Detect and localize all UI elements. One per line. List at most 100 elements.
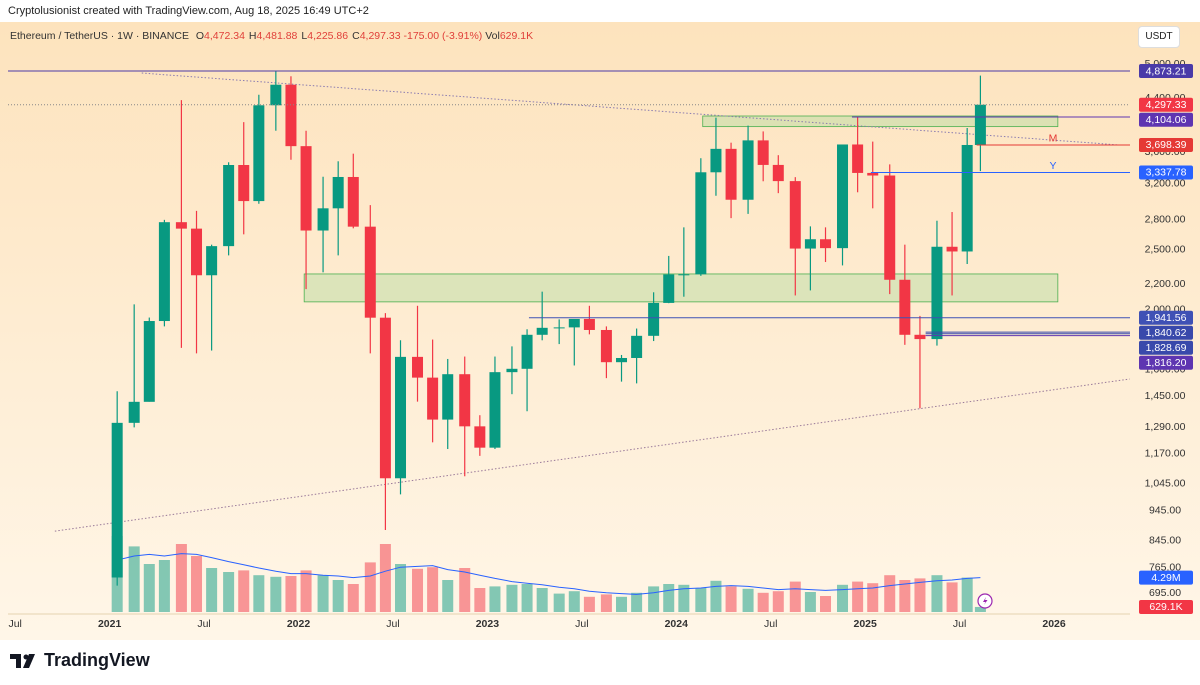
volume-bar xyxy=(931,575,943,612)
volume-bar xyxy=(128,546,140,612)
candle-body xyxy=(553,327,565,329)
plot-area: MY xyxy=(8,70,1130,612)
volume-bar xyxy=(553,593,565,612)
volume-bar xyxy=(175,544,187,612)
candle-body xyxy=(742,140,754,200)
y-tick-label: 765.00 xyxy=(1149,561,1181,573)
volume-bar xyxy=(223,572,235,612)
candle-body xyxy=(820,239,832,249)
candle-body xyxy=(253,105,265,202)
volume-bar xyxy=(238,570,250,612)
y-tick-label: 1,450.00 xyxy=(1145,390,1186,402)
candle-body xyxy=(725,148,737,200)
volume-bar xyxy=(347,584,359,612)
y-tick-label: 2,500.00 xyxy=(1145,244,1186,256)
candle-body xyxy=(128,401,140,423)
ohlc-value: 4,472.34 xyxy=(204,30,245,42)
candle-body xyxy=(175,222,187,229)
volume-bar xyxy=(253,575,265,612)
volume-bar xyxy=(789,581,801,612)
price-label-bg xyxy=(1139,599,1193,614)
volume-bar xyxy=(600,594,612,612)
price-label: 4,873.21 xyxy=(1146,65,1187,77)
volume-bar xyxy=(536,588,548,612)
candle-body xyxy=(837,144,849,249)
price-label-bg xyxy=(1139,325,1193,340)
x-tick-label: Jul xyxy=(764,618,777,630)
candle-body xyxy=(789,181,801,249)
candle-body xyxy=(474,426,486,448)
price-label: 4,104.06 xyxy=(1146,114,1187,126)
y-tick-label: 695.00 xyxy=(1149,587,1181,599)
candle-body xyxy=(663,274,675,303)
volume-bar xyxy=(506,584,518,612)
candle-body xyxy=(710,148,722,173)
candle-body xyxy=(364,226,376,318)
price-label: 1,828.69 xyxy=(1146,342,1187,354)
ohlc-value: 4,297.33 xyxy=(359,30,401,42)
price-label-bg xyxy=(1139,165,1193,180)
candle-body xyxy=(914,334,926,340)
price-label-bg xyxy=(1139,355,1193,370)
x-tick-label: 2025 xyxy=(853,618,877,630)
zone xyxy=(303,273,1059,303)
volume-bar xyxy=(300,570,312,612)
trendline xyxy=(141,72,1121,146)
brand: TradingView xyxy=(44,650,150,670)
price-labels: 4,873.21 4,297.33 4,104.06 3,698.39 3,337.78… xyxy=(1139,63,1193,614)
candle-body xyxy=(536,327,548,335)
y-tick-label: 2,200.00 xyxy=(1145,278,1186,290)
volume-bar xyxy=(489,586,501,612)
candle-body xyxy=(489,372,501,448)
price-label: 1,816.20 xyxy=(1146,357,1187,369)
volume-bar xyxy=(191,556,203,612)
price-line-tag: Y xyxy=(1049,160,1056,172)
volume-bar xyxy=(474,588,486,612)
candle-body xyxy=(804,239,816,249)
price-label: 629.1K xyxy=(1149,601,1182,613)
volume-bar xyxy=(725,586,737,612)
candle-body xyxy=(946,246,958,252)
volume-bar xyxy=(442,580,454,612)
price-label: 1,840.62 xyxy=(1146,327,1187,339)
y-tick-label: 945.00 xyxy=(1149,505,1181,517)
x-tick-label: Jul xyxy=(953,618,966,630)
trendline xyxy=(54,378,1130,532)
volume-bar xyxy=(459,568,471,612)
price-label-bg xyxy=(1139,97,1193,112)
candle-body xyxy=(111,422,123,578)
x-tick-label: Jul xyxy=(197,618,210,630)
volume-bar xyxy=(631,592,643,612)
currency-button[interactable]: USDT xyxy=(1138,26,1180,48)
vol-value: 629.1K xyxy=(499,30,534,42)
y-tick-label: 3,200.00 xyxy=(1145,178,1186,190)
volume-bar xyxy=(616,596,628,612)
volume-bar xyxy=(583,596,595,612)
price-label-bg xyxy=(1139,310,1193,325)
price-label-bg xyxy=(1139,63,1193,78)
volume-bar xyxy=(695,588,707,612)
volume-bar xyxy=(143,564,155,612)
legend: Ethereum / TetherUS · 1W · BINANCE O4,47… xyxy=(10,30,533,42)
volume-bar xyxy=(395,564,407,612)
ohlc-value: 4,225.86 xyxy=(307,30,349,42)
x-tick-label: 2022 xyxy=(287,618,311,630)
volume-bar xyxy=(427,567,439,612)
candle-body xyxy=(852,144,864,173)
price-label-bg xyxy=(1139,137,1193,152)
zone xyxy=(702,115,1059,128)
candle-body xyxy=(867,172,879,176)
candle-body xyxy=(332,176,344,209)
volume-bar xyxy=(804,592,816,612)
chart-background xyxy=(0,22,1200,640)
replay-icon[interactable] xyxy=(977,593,993,609)
ohlc-key: L xyxy=(301,30,308,42)
candle-body xyxy=(395,356,407,479)
candle-body xyxy=(568,318,580,328)
volume-bar xyxy=(852,581,864,612)
candle-body xyxy=(772,164,784,182)
candle-body xyxy=(143,321,155,402)
price-label-bg xyxy=(1139,340,1193,355)
volume-bar xyxy=(837,584,849,612)
x-tick-label: 2021 xyxy=(98,618,122,630)
